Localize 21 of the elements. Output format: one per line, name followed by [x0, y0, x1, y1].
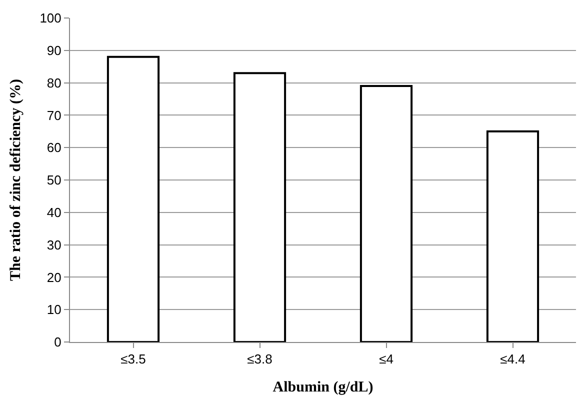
y-tick-label: 50	[46, 172, 62, 188]
bar	[486, 130, 540, 342]
x-tick-label: ≤3.5	[120, 352, 146, 367]
x-tick-label: ≤4.4	[500, 352, 526, 367]
y-tick-label: 20	[46, 270, 62, 285]
y-tick-label: 40	[46, 204, 62, 220]
y-tick-label: 10	[46, 302, 62, 318]
x-tick-label: ≤4	[379, 352, 394, 367]
bar	[233, 72, 286, 342]
x-tick-label: ≤3.8	[247, 352, 272, 367]
bar	[360, 85, 413, 342]
y-axis-title: The ratio of zinc deficiency (%)	[8, 78, 24, 282]
y-tick-label: 30	[46, 237, 62, 252]
y-tick-label: 90	[46, 42, 62, 58]
y-tick-label: 70	[46, 108, 62, 123]
y-tick-label: 80	[46, 75, 62, 90]
y-tick-label: 60	[46, 140, 62, 156]
y-tick-label: 0	[54, 334, 62, 350]
x-axis-title: Albumin (g/dL)	[272, 380, 374, 396]
bar	[106, 56, 160, 342]
y-tick-label: 100	[40, 10, 62, 26]
